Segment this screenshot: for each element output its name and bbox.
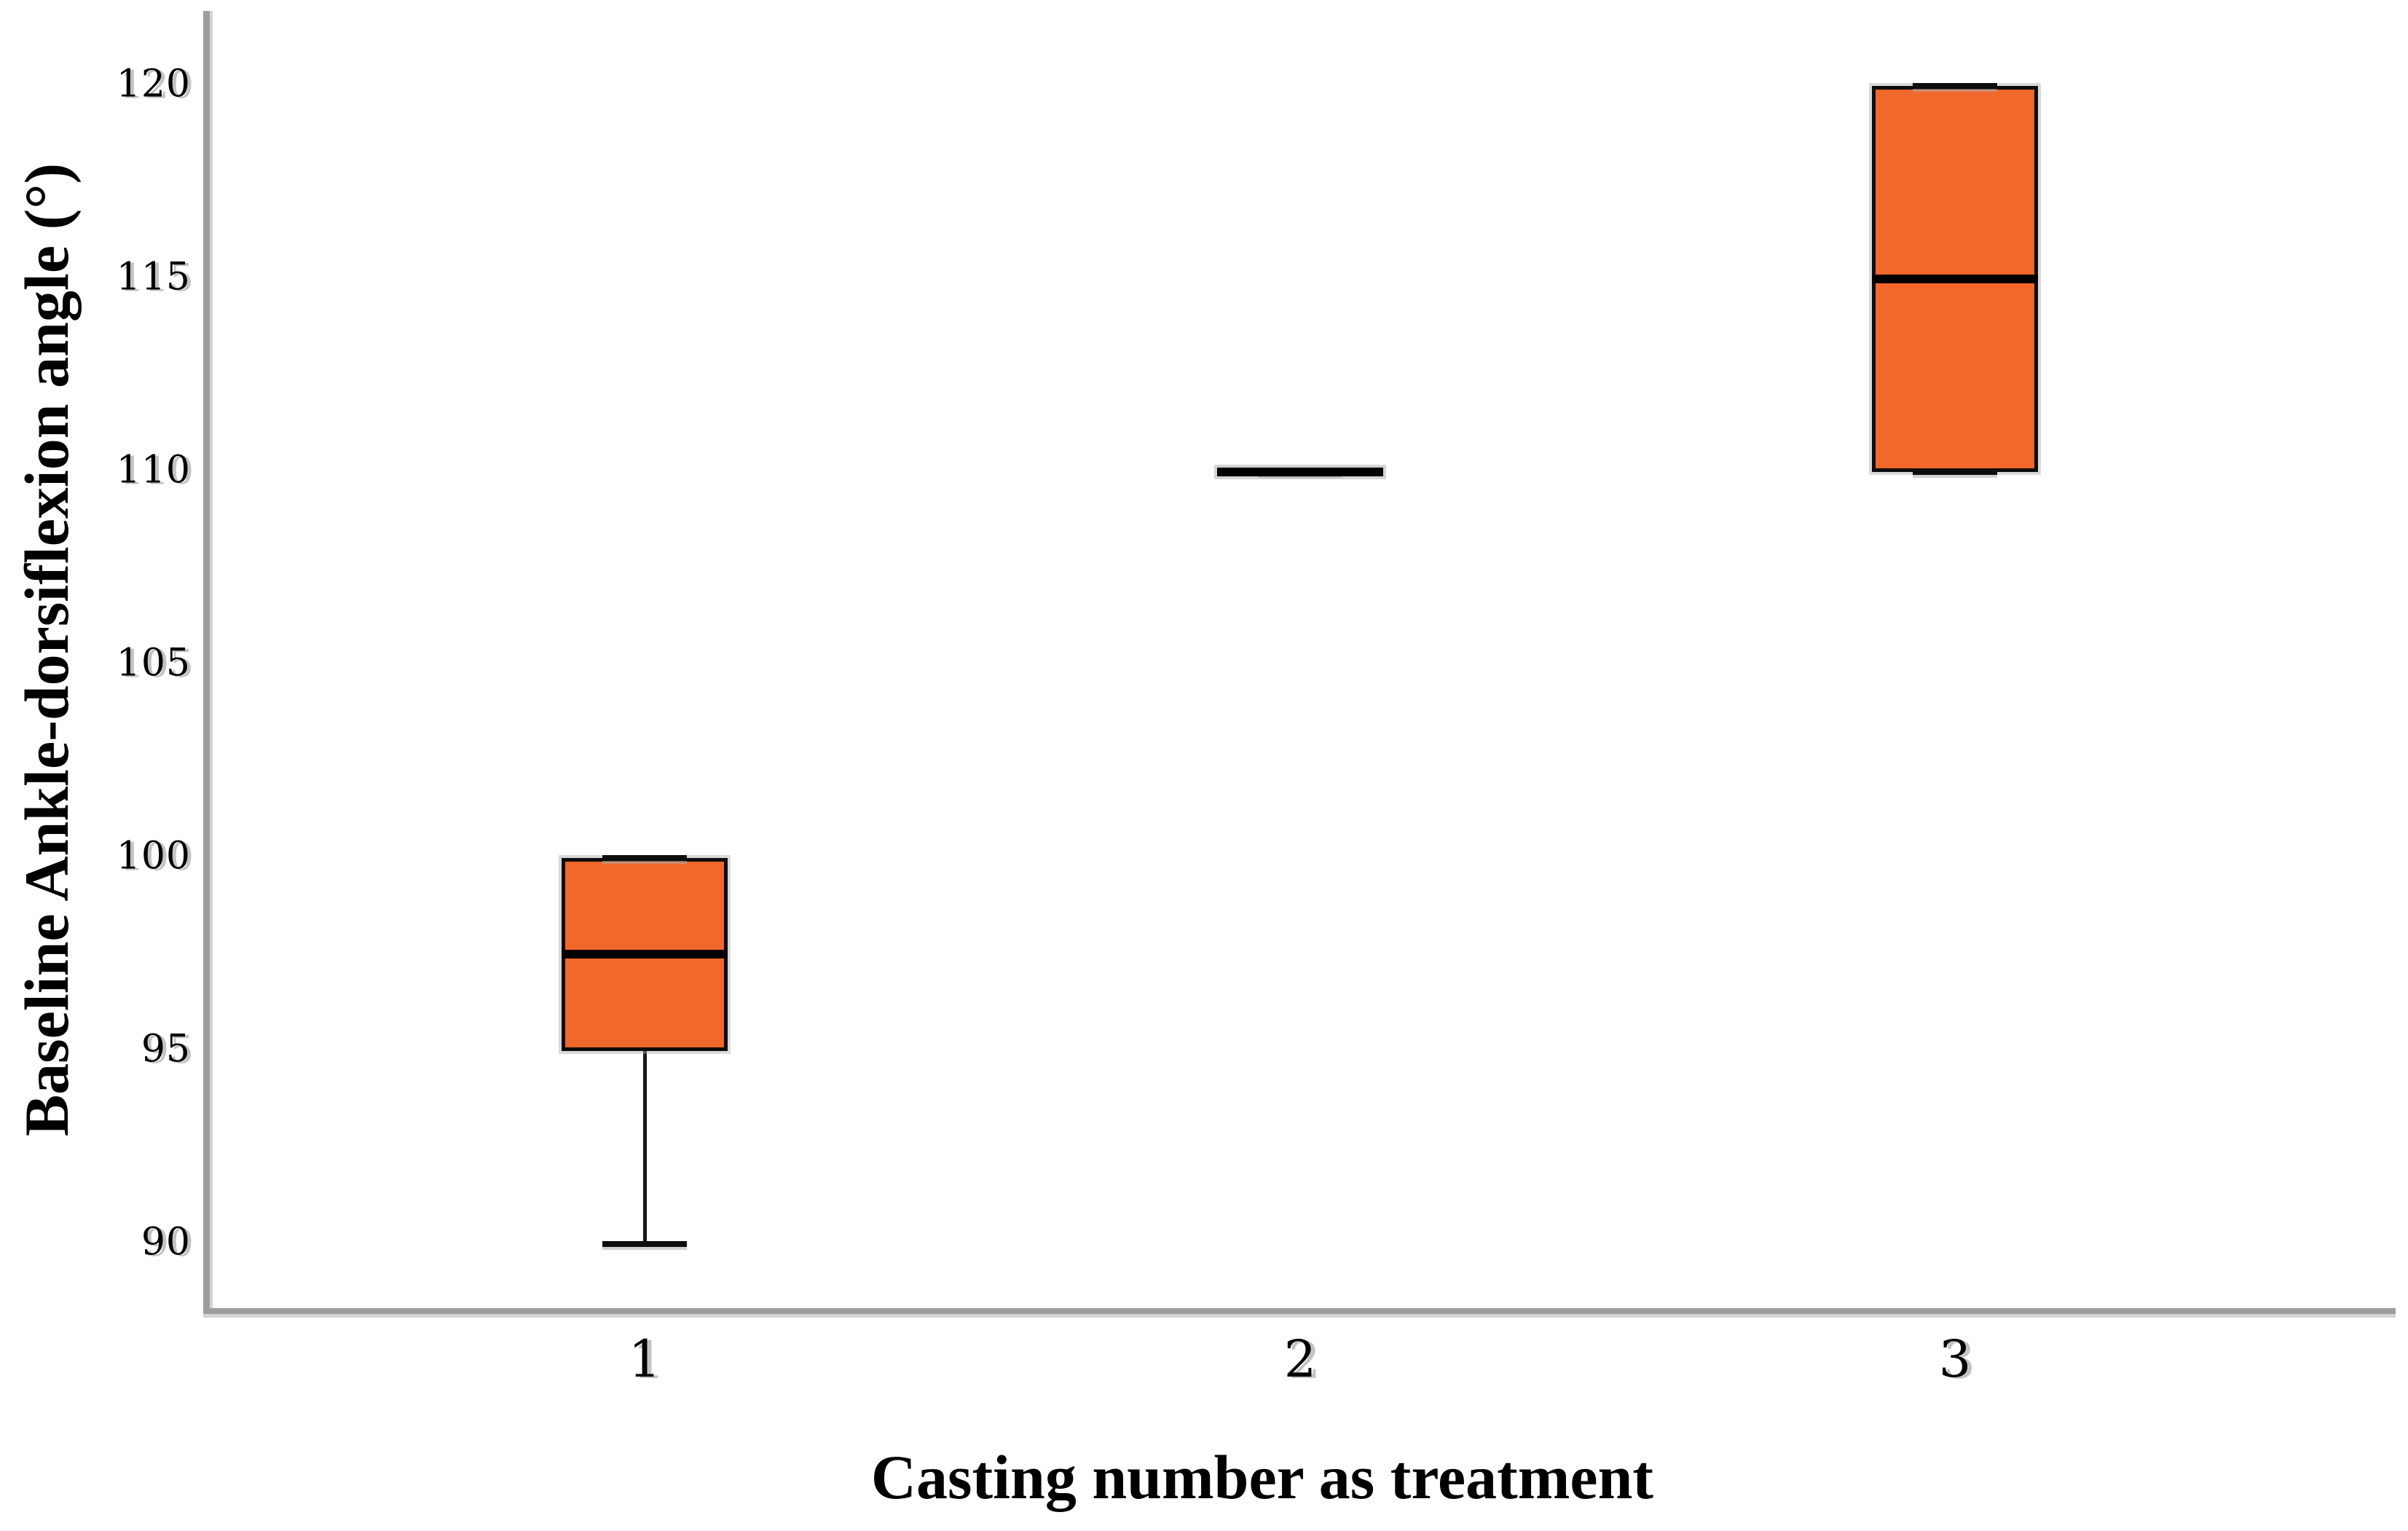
median-line	[562, 950, 728, 959]
x-axis-line	[203, 1308, 2396, 1314]
y-tick-label: 90	[141, 1220, 191, 1264]
y-tick-label: 105	[116, 641, 191, 685]
y-axis-line	[203, 11, 210, 1313]
whisker-cap	[1913, 82, 1997, 89]
x-axis-title: Casting number as treatment	[870, 1442, 1654, 1512]
whisker-cap	[602, 1241, 687, 1247]
whisker-cap	[602, 854, 687, 861]
median-line	[1217, 467, 1383, 476]
whisker-cap	[1913, 468, 1997, 475]
whisker-line	[642, 1050, 647, 1244]
y-tick-label: 115	[116, 255, 191, 299]
y-tick-label: 120	[116, 62, 191, 106]
x-tick-label: 1	[628, 1329, 661, 1389]
y-tick-label: 110	[116, 448, 191, 492]
y-tick-label: 100	[116, 834, 191, 878]
x-tick-label: 2	[1283, 1329, 1317, 1389]
y-axis-title: Baseline Ankle-dorsiflexion angle (°)	[12, 162, 82, 1137]
y-tick-label: 95	[141, 1027, 191, 1071]
median-line	[1872, 274, 2038, 283]
x-tick-label: 3	[1938, 1329, 1972, 1389]
